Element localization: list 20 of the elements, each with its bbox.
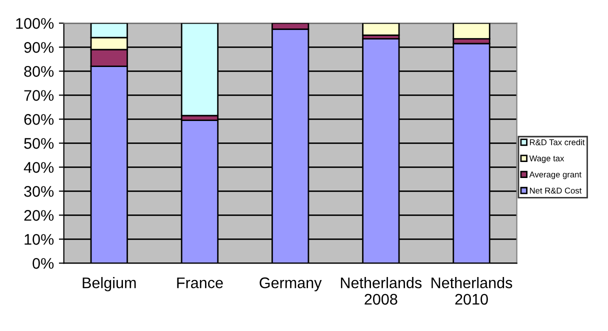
y-tick-label: 10% (24, 234, 54, 245)
legend-label: Net R&D Cost (530, 188, 582, 194)
y-tick-label: 100% (16, 18, 54, 29)
y-tick-label: 60% (24, 114, 54, 125)
y-tick-label: 20% (24, 210, 54, 221)
y-tick-label: 40% (24, 162, 54, 173)
y-tick-label: 30% (24, 186, 54, 197)
y-tick-label: 50% (24, 138, 54, 149)
y-tick-label: 80% (24, 66, 54, 77)
x-tick-label: Netherlands 2010 (432, 277, 512, 305)
x-tick-label: Germany (260, 277, 322, 292)
y-tick-label: 90% (24, 42, 54, 53)
legend-label: Average grant (529, 172, 582, 180)
y-tick-label: 70% (24, 90, 54, 101)
x-tick-label: Belgium (82, 277, 136, 292)
x-tick-label: Netherlands 2008 (340, 277, 422, 305)
y-tick-label: 0% (32, 258, 54, 269)
x-tick-label: France (177, 278, 223, 288)
legend-label: R&D Tax credit (530, 139, 585, 146)
legend-label: Wage tax (529, 156, 564, 163)
